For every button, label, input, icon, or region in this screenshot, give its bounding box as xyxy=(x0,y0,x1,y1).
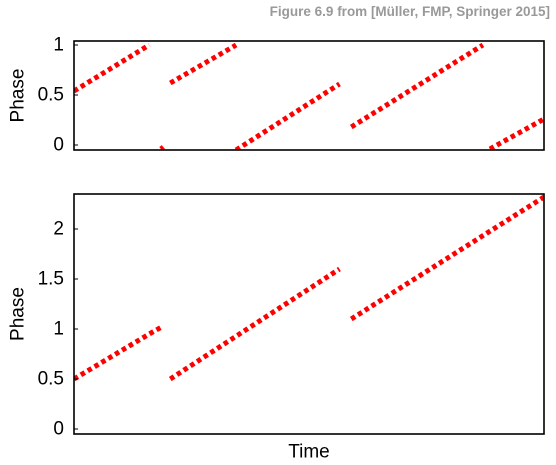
phase-segment xyxy=(349,194,544,322)
y-tick-label: 1.5 xyxy=(38,269,64,290)
y-tick-label: 1 xyxy=(53,35,64,56)
x-axis-label: Time xyxy=(288,442,330,463)
phase-segment xyxy=(169,42,238,86)
y-tick-label: 0 xyxy=(53,419,64,440)
plot-frame xyxy=(73,40,545,151)
y-tick-label: 2 xyxy=(53,219,64,240)
plot-frame xyxy=(73,193,545,435)
y-tick-label: 0.5 xyxy=(38,85,64,106)
y-tick-label: 0 xyxy=(53,135,64,156)
phase-segment xyxy=(159,145,165,150)
phase-segment xyxy=(74,323,165,382)
figure-caption: Figure 6.9 from [Müller, FMP, Springer 2… xyxy=(269,4,550,19)
phase-segment xyxy=(168,266,341,382)
phase-segment xyxy=(488,116,544,150)
top-phase-chart: 0 0.5 1 Phase xyxy=(8,35,545,156)
y-axis-label: Phase xyxy=(8,287,29,341)
y-tick-label: 1 xyxy=(53,319,64,340)
phase-segment xyxy=(349,42,485,130)
y-axis-label: Phase xyxy=(8,69,29,123)
phase-segment xyxy=(74,42,151,94)
y-tick-label: 0.5 xyxy=(38,369,64,390)
bottom-phase-chart: 0 0.5 1 1.5 2 Phase Time xyxy=(8,193,545,463)
phase-segment xyxy=(234,81,341,150)
